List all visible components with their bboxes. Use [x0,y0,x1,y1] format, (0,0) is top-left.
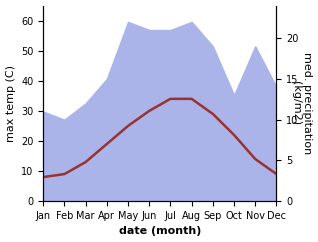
X-axis label: date (month): date (month) [119,227,201,236]
Y-axis label: med. precipitation
(kg/m2): med. precipitation (kg/m2) [291,52,313,154]
Y-axis label: max temp (C): max temp (C) [5,65,16,142]
